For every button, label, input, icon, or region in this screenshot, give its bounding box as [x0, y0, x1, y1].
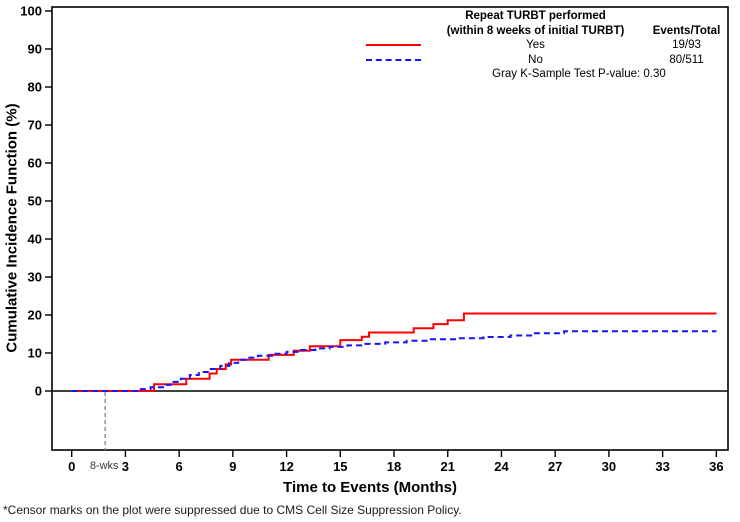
legend-label-yes: Yes: [526, 39, 545, 52]
y-tick-label: 40: [28, 232, 42, 247]
legend-events-no: 80/511: [669, 53, 704, 66]
pvalue-text: Gray K-Sample Test P-value: 0.30: [492, 68, 666, 81]
legend-title-line2: (within 8 weeks of initial TURBT): [446, 24, 625, 37]
y-tick-label: 50: [28, 194, 42, 209]
legend-header-row: (within 8 weeks of initial TURBT) Events…: [358, 24, 730, 39]
series-curves: [71, 312, 717, 392]
y-tick-label: 0: [35, 384, 42, 399]
plot-border: [51, 6, 729, 451]
x-tick-label: 6: [176, 459, 183, 474]
y-tick-label: 20: [28, 308, 42, 323]
x-axis-tick-labels: 0 3 6 9 12 15 18 21 24 27 30 33 36: [68, 459, 724, 474]
no-line-swatch: [365, 59, 421, 62]
x-tick-label: 0: [68, 459, 75, 474]
x-tick-label: 3: [122, 459, 129, 474]
legend-pvalue-row: Gray K-Sample Test P-value: 0.30: [358, 67, 730, 82]
legend-title-line1: Repeat TURBT performed: [465, 10, 606, 22]
legend: Repeat TURBT performed (within 8 weeks o…: [358, 9, 730, 82]
x-tick-label: 15: [333, 459, 347, 474]
x-tick-label: 33: [655, 459, 669, 474]
y-tick-label: 100: [20, 4, 42, 19]
eight-weeks-label: 8-wks: [90, 460, 119, 472]
yes-line-swatch: [365, 44, 421, 47]
legend-title-row: Repeat TURBT performed: [358, 9, 730, 24]
x-tick-label: 24: [494, 459, 509, 474]
legend-events-header: Events/Total: [652, 24, 721, 37]
y-tick-label: 30: [28, 270, 42, 285]
x-axis-ticks: [70, 450, 718, 457]
y-axis-ticks: [45, 10, 52, 392]
x-tick-label: 27: [548, 459, 562, 474]
y-axis-title: Cumulative Incidence Function (%): [3, 103, 21, 353]
legend-label-no: No: [528, 53, 543, 66]
x-tick-label: 9: [229, 459, 236, 474]
y-tick-label: 10: [28, 346, 42, 361]
legend-row-no: No 80/511: [358, 53, 730, 68]
y-tick-label: 90: [28, 42, 42, 57]
y-tick-label: 70: [28, 118, 42, 133]
legend-events-yes: 19/93: [672, 39, 701, 52]
y-tick-label: 60: [28, 156, 42, 171]
censor-footnote: *Censor marks on the plot were suppresse…: [3, 503, 462, 517]
x-tick-label: 36: [709, 459, 723, 474]
x-tick-label: 12: [279, 459, 293, 474]
curve-no: [71, 330, 717, 392]
x-tick-label: 18: [387, 459, 401, 474]
y-axis-tick-labels: 0 10 20 30 40 50 60 70 80 90 100: [20, 4, 42, 399]
x-axis-title: Time to Events (Months): [283, 479, 457, 496]
x-tick-label: 30: [602, 459, 616, 474]
y-tick-label: 80: [28, 80, 42, 95]
curve-yes: [71, 312, 717, 392]
eight-weeks-marker: 8-wks: [90, 392, 119, 472]
plot-frame: [51, 6, 729, 451]
x-tick-label: 21: [441, 459, 455, 474]
legend-row-yes: Yes 19/93: [358, 38, 730, 53]
